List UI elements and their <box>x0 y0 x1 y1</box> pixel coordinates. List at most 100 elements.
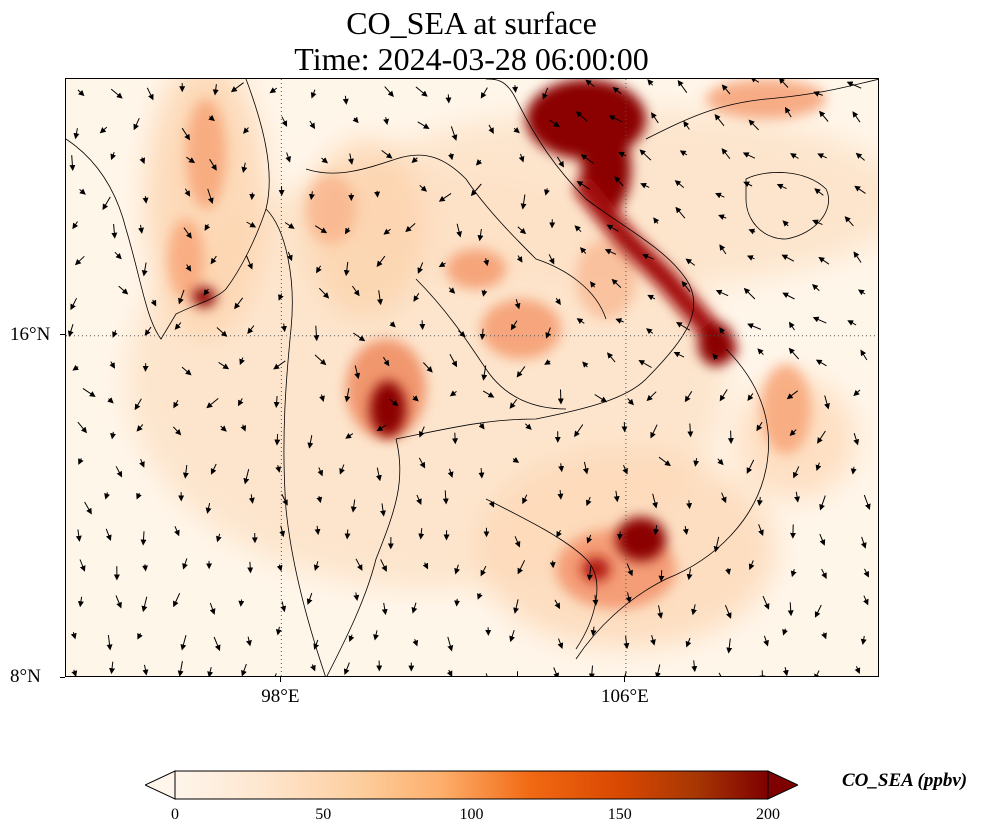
wind-arrow <box>647 79 654 86</box>
wind-arrow <box>582 461 589 475</box>
wind-arrow <box>274 673 277 676</box>
wind-arrow <box>186 156 196 164</box>
wind-arrow <box>742 152 756 159</box>
wind-arrow <box>246 636 252 647</box>
wind-arrow <box>183 227 192 239</box>
wind-arrow <box>456 223 462 238</box>
wind-arrow <box>685 637 692 648</box>
wind-arrow <box>112 330 118 338</box>
wind-arrow <box>376 424 387 432</box>
wind-arrow <box>782 220 789 227</box>
wind-arrow <box>281 116 288 127</box>
wind-arrow <box>411 602 418 614</box>
wind-arrow <box>788 321 795 331</box>
wind-arrow <box>594 394 608 403</box>
wind-arrow <box>273 396 280 408</box>
wind-arrow <box>781 254 795 262</box>
wind-arrow <box>853 433 860 446</box>
wind-arrow <box>588 665 595 676</box>
wind-arrow <box>70 297 78 311</box>
wind-arrow <box>647 294 656 301</box>
wind-arrow <box>714 113 725 127</box>
wind-arrow <box>715 192 725 199</box>
wind-arrow <box>405 223 416 233</box>
wind-arrow <box>248 494 255 504</box>
wind-arrow <box>545 327 552 339</box>
wind-arrow <box>750 79 760 83</box>
wind-arrow <box>819 495 826 511</box>
wind-arrow <box>178 289 185 305</box>
colorbar-tick-label: 50 <box>315 806 332 823</box>
wind-arrow <box>136 424 144 432</box>
wind-arrow <box>352 116 359 124</box>
wind-arrow <box>677 79 688 93</box>
wind-arrow <box>655 664 661 676</box>
wind-arrow <box>725 568 731 576</box>
wind-arrow <box>513 127 520 134</box>
colorbar-extend-high <box>767 770 798 800</box>
wind-arrow <box>579 247 587 254</box>
wind-arrow <box>821 632 827 640</box>
wind-arrow <box>615 318 624 324</box>
colorbar-tick-label: 0 <box>171 806 179 823</box>
wind-arrow <box>174 526 180 537</box>
wind-arrow <box>137 632 143 640</box>
wind-arrow <box>450 126 458 141</box>
wind-arrow <box>313 561 320 571</box>
wind-arrow <box>280 601 287 613</box>
wind-arrow <box>746 459 755 474</box>
wind-arrow <box>748 228 756 235</box>
wind-arrow <box>210 255 217 265</box>
wind-arrow <box>853 389 861 397</box>
wind-arrow <box>622 465 628 475</box>
wind-arrow <box>617 531 623 541</box>
wind-arrow <box>624 671 627 676</box>
wind-arrow <box>854 666 861 675</box>
wind-arrow <box>353 332 366 342</box>
wind-arrow <box>482 390 495 398</box>
wind-arrow <box>142 664 149 676</box>
wind-arrow <box>576 318 585 324</box>
wind-arrow <box>481 289 488 297</box>
wind-arrow <box>77 89 85 97</box>
wind-arrow <box>212 84 219 96</box>
wind-arrow <box>339 464 345 475</box>
wind-arrow <box>207 188 214 204</box>
wind-arrow <box>389 398 399 407</box>
wind-arrow <box>480 565 487 577</box>
wind-arrow <box>480 87 488 99</box>
wind-arrow <box>747 323 762 330</box>
wind-arrow <box>213 636 221 652</box>
wind-arrow <box>142 196 149 204</box>
wind-arrow <box>776 183 787 190</box>
wind-arrow <box>589 281 597 288</box>
wind-arrow <box>691 660 698 673</box>
wind-arrow <box>574 225 582 233</box>
wind-arrow <box>72 364 79 371</box>
wind-arrow <box>549 119 560 128</box>
wind-arrow <box>857 289 866 296</box>
wind-arrow <box>812 316 827 324</box>
wind-arrow <box>133 117 140 131</box>
wind-arrow <box>758 524 764 537</box>
wind-arrow <box>140 531 147 546</box>
wind-arrow <box>380 503 386 517</box>
wind-arrow <box>185 264 192 272</box>
wind-arrow <box>139 157 146 165</box>
wind-arrow <box>847 320 857 326</box>
wind-arrow <box>509 629 515 643</box>
wind-arrow <box>110 88 123 99</box>
wind-arrow <box>203 288 210 296</box>
wind-arrow <box>99 126 108 134</box>
wind-arrow <box>381 150 393 159</box>
wind-arrow <box>850 466 857 475</box>
wind-arrow <box>230 82 244 93</box>
wind-arrow <box>206 398 219 409</box>
wind-arrow <box>509 398 518 409</box>
wind-arrow <box>309 120 316 130</box>
wind-arrow <box>181 127 191 141</box>
wind-arrow <box>279 525 286 538</box>
wind-arrow <box>184 188 191 197</box>
wind-arrow <box>782 628 788 636</box>
wind-arrow <box>243 127 250 134</box>
